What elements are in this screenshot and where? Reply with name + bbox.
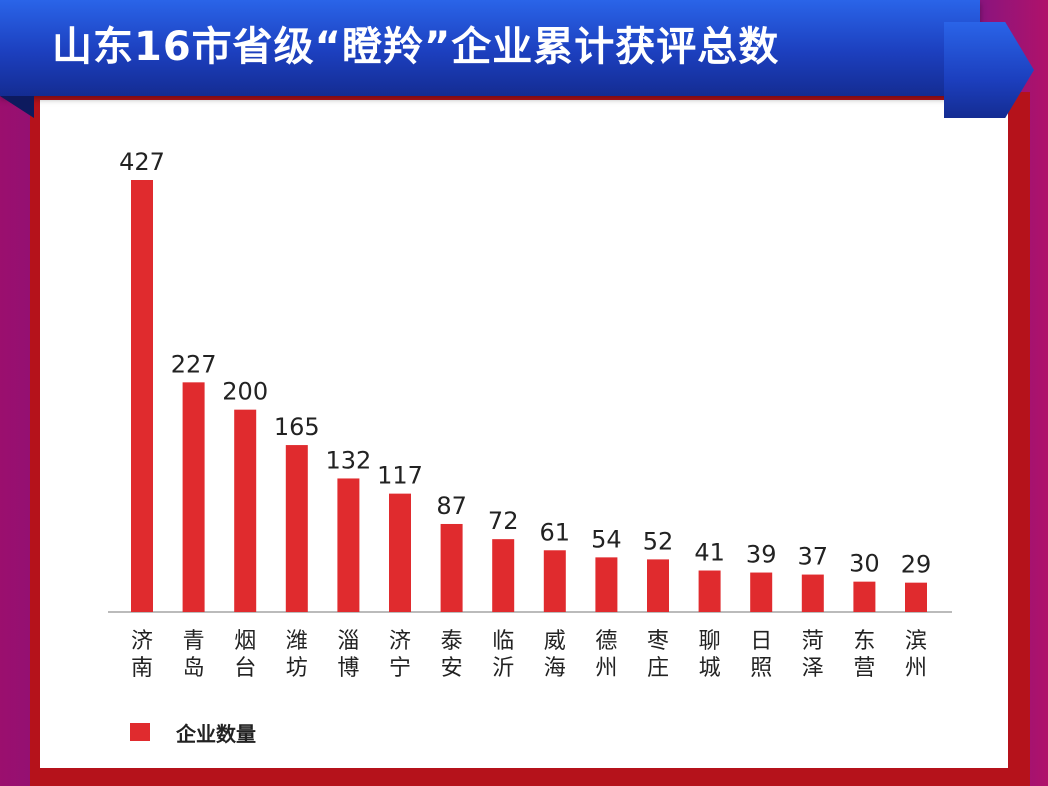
data-label-1: 227 [171, 350, 217, 378]
bar-9 [595, 557, 618, 612]
bar-15 [905, 582, 927, 612]
category-label-6: 泰安 [441, 629, 463, 681]
bar-5 [389, 493, 411, 612]
category-label-3: 潍坊 [286, 629, 308, 681]
title-banner: 山东16市省级“瞪羚”企业累计获评总数 [0, 0, 980, 96]
data-label-9: 54 [591, 525, 622, 553]
data-label-5: 117 [377, 462, 423, 490]
data-label-3: 165 [274, 413, 320, 441]
legend: 企业数量 [130, 720, 256, 746]
data-label-14: 30 [849, 550, 880, 578]
category-label-10: 枣庄 [647, 629, 669, 681]
data-label-6: 87 [436, 492, 467, 520]
data-label-15: 29 [901, 551, 932, 579]
category-label-12: 日照 [750, 629, 772, 681]
bar-12 [750, 572, 773, 612]
category-label-4: 淄博 [337, 629, 359, 681]
data-label-8: 61 [540, 518, 571, 546]
bar-7 [492, 539, 515, 612]
category-label-14: 东营 [853, 629, 875, 681]
bar-2 [234, 409, 257, 612]
page-title: 山东16市省级“瞪羚”企业累计获评总数 [52, 24, 780, 70]
data-label-12: 39 [746, 541, 777, 569]
banner-fold-shadow [0, 96, 34, 118]
bar-10 [647, 559, 669, 612]
bar-4 [337, 478, 360, 612]
category-label-13: 菏泽 [802, 629, 824, 681]
data-label-13: 37 [798, 543, 829, 571]
bar-13 [801, 574, 824, 612]
bar-8 [543, 550, 566, 612]
bar-14 [853, 581, 876, 612]
category-label-5: 济宁 [389, 629, 411, 681]
bar-1 [182, 382, 205, 612]
category-label-7: 临沂 [492, 629, 514, 681]
category-label-9: 德州 [595, 629, 617, 681]
category-label-11: 聊城 [699, 629, 721, 681]
bar-11 [698, 570, 721, 612]
data-label-2: 200 [222, 378, 268, 406]
data-label-0: 427 [119, 148, 165, 176]
legend-swatch [130, 723, 150, 741]
category-label-8: 威海 [544, 629, 566, 681]
legend-label: 企业数量 [176, 721, 256, 746]
data-label-4: 132 [325, 446, 371, 474]
bar-0 [131, 180, 153, 612]
data-label-11: 41 [694, 539, 725, 567]
bar-3 [285, 445, 308, 612]
bar-6 [440, 523, 463, 612]
category-label-15: 滨州 [905, 629, 927, 681]
category-label-0: 济南 [131, 629, 153, 681]
category-label-1: 青岛 [183, 629, 205, 681]
data-label-7: 72 [488, 507, 519, 535]
data-label-10: 52 [643, 527, 674, 555]
category-label-2: 烟台 [234, 629, 256, 681]
